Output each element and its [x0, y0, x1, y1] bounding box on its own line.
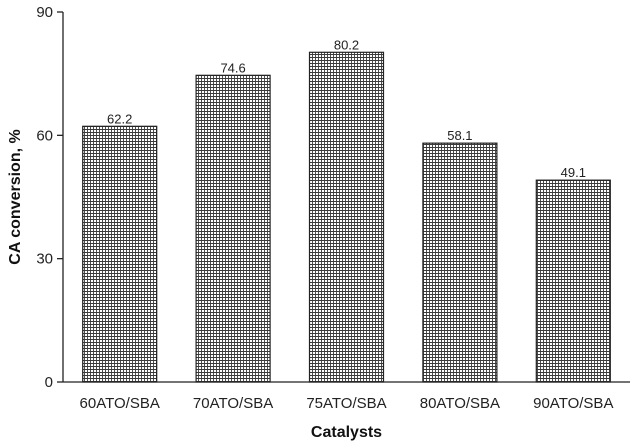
bar [82, 125, 158, 383]
x-tick-label: 90ATO/SBA [533, 395, 613, 412]
bar [535, 179, 611, 383]
y-axis-title: CA conversion, % [7, 129, 24, 264]
data-label: 49.1 [561, 165, 586, 180]
bars-group [82, 51, 611, 383]
y-ticks-group: 0 30 60 90 [36, 4, 63, 391]
data-label: 58.1 [447, 128, 472, 143]
y-tick-label: 0 [45, 374, 53, 391]
bar [308, 51, 385, 383]
bar [195, 74, 271, 383]
x-tick-label: 80ATO/SBA [420, 395, 500, 412]
data-label: 74.6 [220, 60, 245, 75]
x-tick-label: 60ATO/SBA [80, 395, 160, 412]
y-tick-label: 30 [36, 251, 53, 268]
data-label: 62.2 [107, 111, 132, 126]
y-tick-label: 90 [36, 4, 53, 21]
x-categories-group: 60ATO/SBA 70ATO/SBA 75ATO/SBA 80ATO/SBA 90AT… [80, 395, 614, 412]
x-tick-label: 75ATO/SBA [306, 395, 386, 412]
data-label: 80.2 [334, 37, 359, 52]
y-tick-label: 60 [36, 127, 53, 144]
bar [422, 142, 498, 383]
x-tick-label: 70ATO/SBA [193, 395, 273, 412]
data-labels-group: 62.2 74.6 80.2 58.1 49.1 [107, 37, 586, 180]
x-axis-title: Catalysts [311, 424, 382, 441]
